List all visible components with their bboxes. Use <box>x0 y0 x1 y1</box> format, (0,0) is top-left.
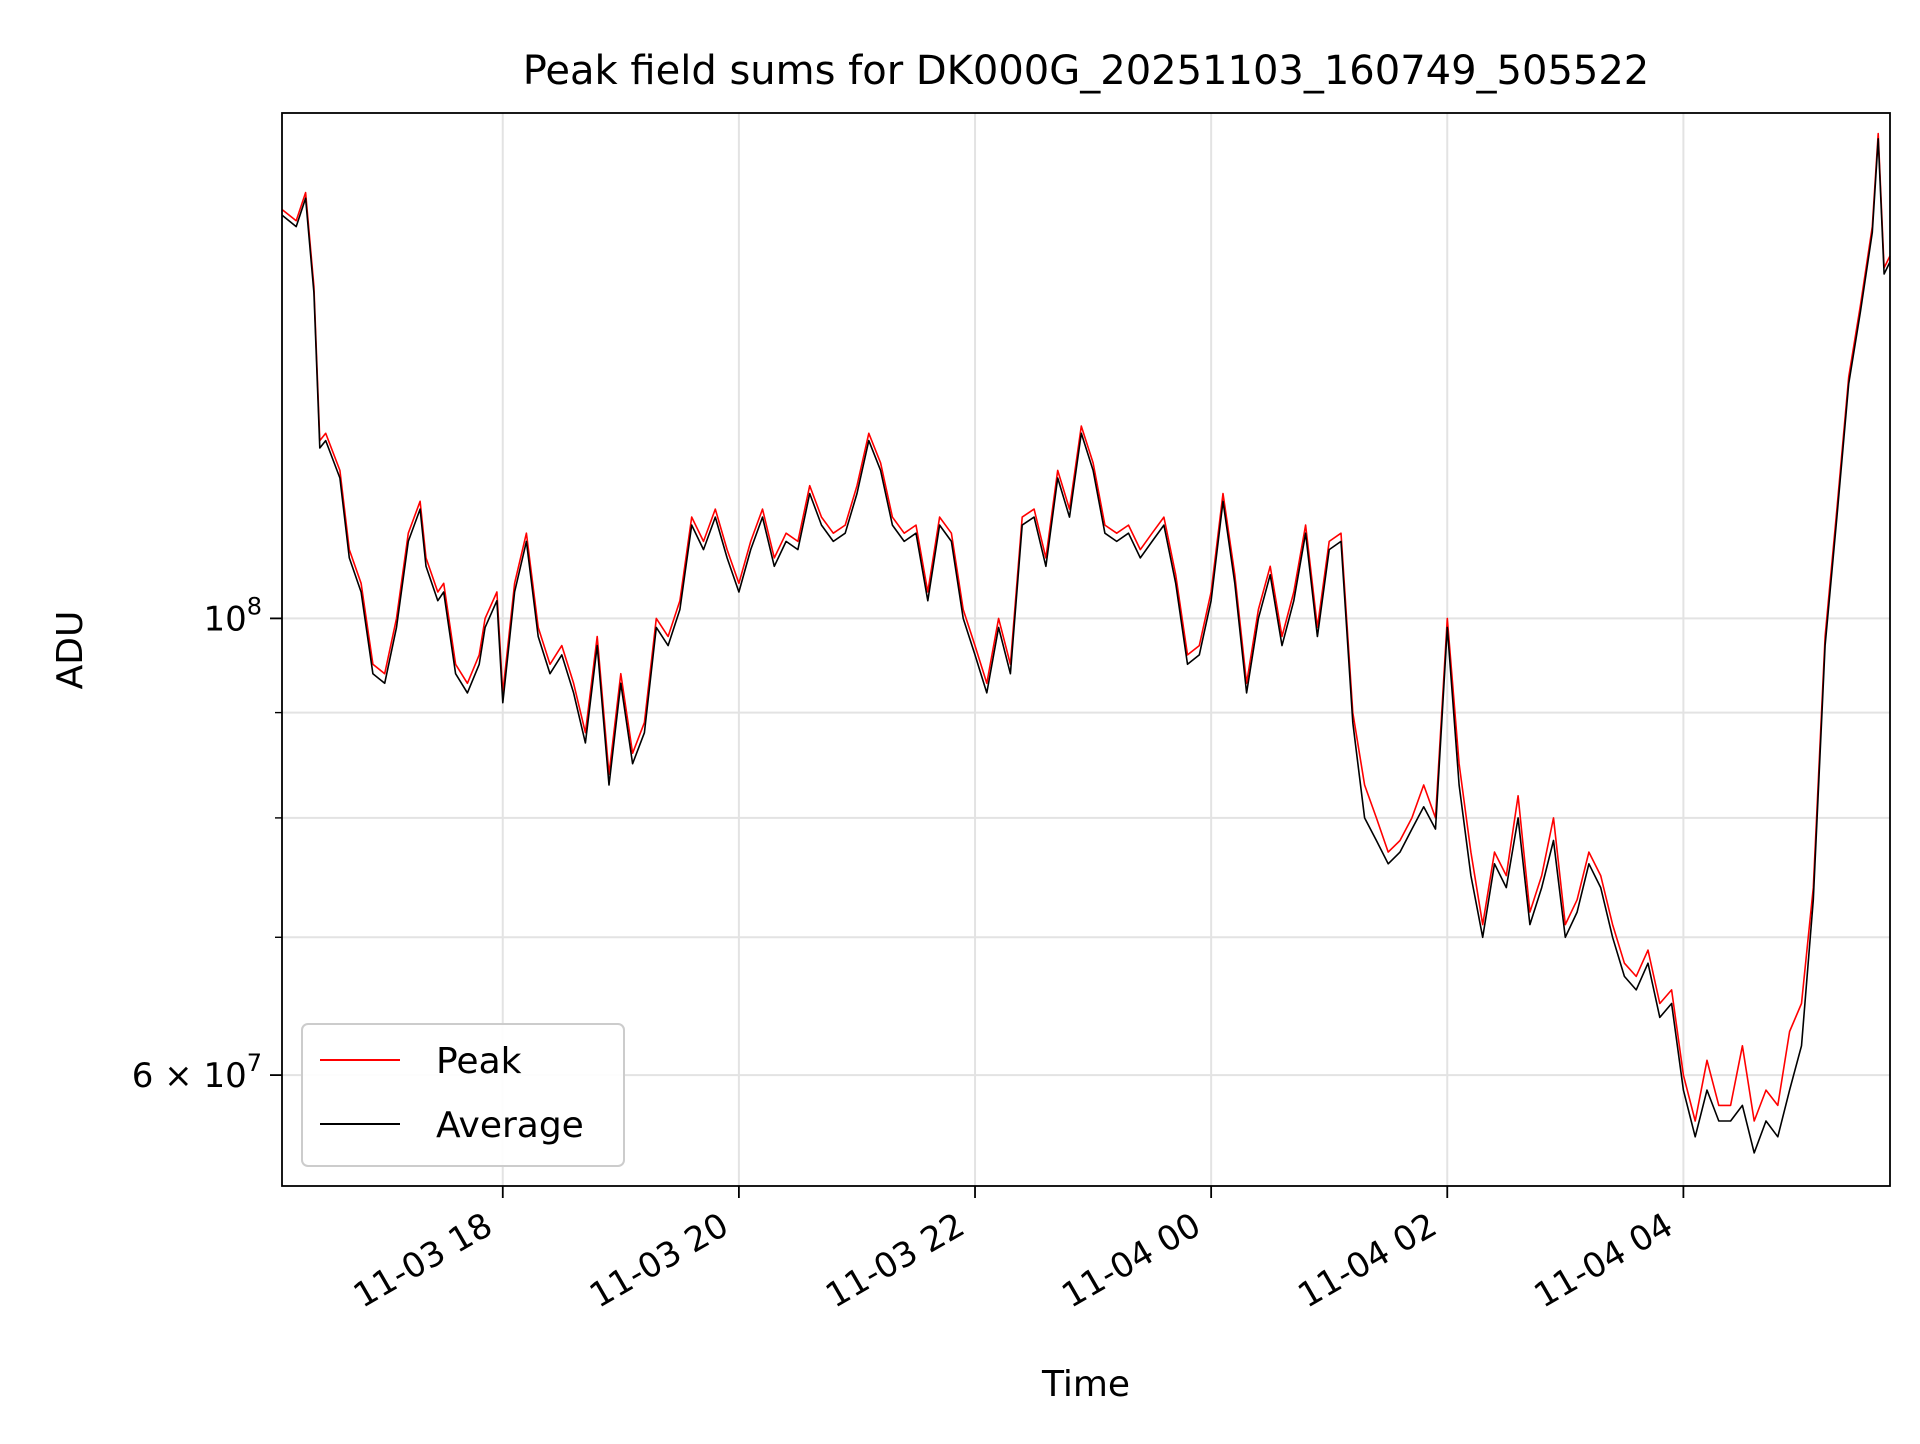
y-tick-label-major-1: 6 × 107 <box>132 1049 262 1096</box>
series-line-average <box>281 138 1891 1154</box>
chart-title: Peak field sums for DK000G_20251103_1607… <box>523 48 1650 94</box>
series-line-peak <box>281 132 1891 1122</box>
y-tick-label-major-0: 108 <box>203 592 262 639</box>
legend-label-average: Average <box>436 1105 584 1146</box>
legend-label-peak: Peak <box>436 1041 522 1082</box>
legend: Peak Average <box>301 1023 625 1167</box>
data-series <box>281 132 1891 1154</box>
x-axis-label: Time <box>1041 1364 1130 1405</box>
y-axis-label: ADU <box>50 611 91 690</box>
plot-frame <box>281 112 1891 1187</box>
